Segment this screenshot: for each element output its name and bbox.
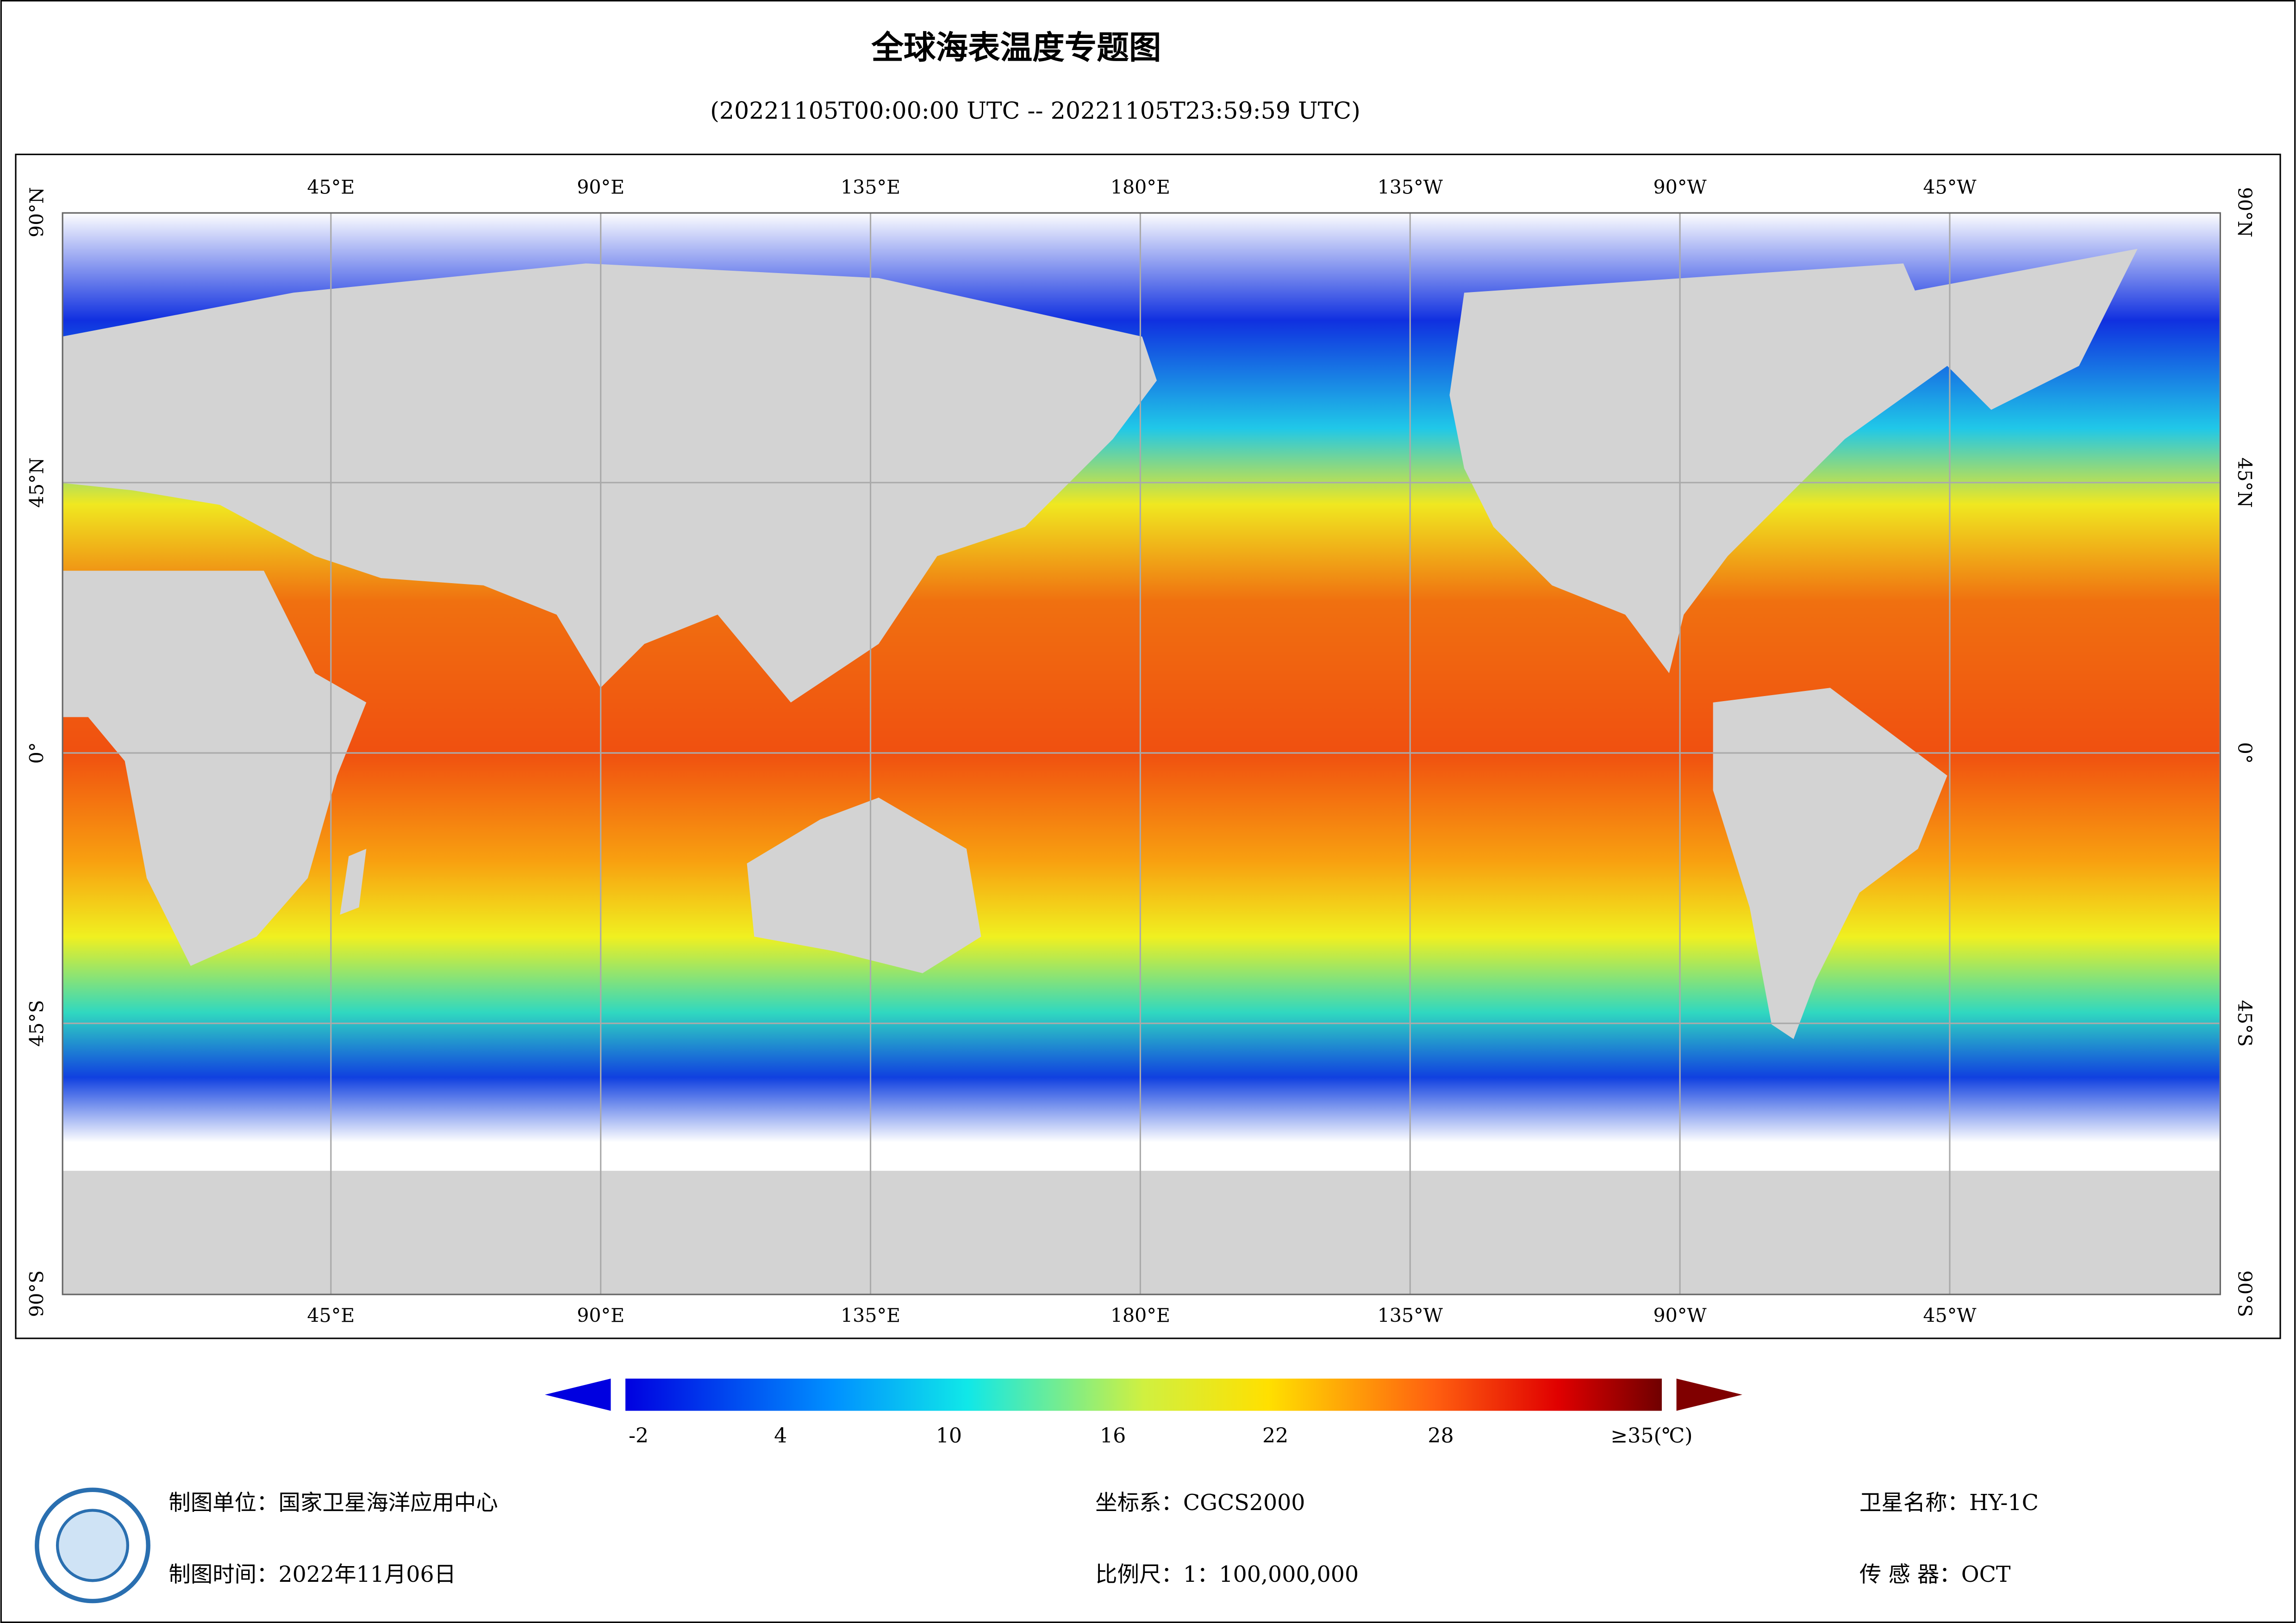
lon-label-top: 135°W xyxy=(1378,176,1443,198)
lat-label-left: 90°N xyxy=(25,187,48,237)
south-america xyxy=(1713,688,1947,1039)
madagascar xyxy=(340,849,367,915)
colorbar-gradient xyxy=(625,1378,1662,1411)
north-america xyxy=(1449,263,1947,673)
lat-label-left: 90°S xyxy=(25,1270,48,1317)
footer-middle: 比例尺：1：100,000,000 xyxy=(1095,1562,1359,1587)
footer-right: 卫星名称：HY-1C xyxy=(1859,1490,2039,1516)
title: 全球海表温度专题图 xyxy=(871,29,1161,67)
lat-label-left: 45°S xyxy=(25,1000,48,1047)
lat-label-right: 90°N xyxy=(2234,187,2256,237)
colorbar: -2 4 10 16 22 28 ≥35(℃) xyxy=(545,1378,1742,1448)
lat-label-right: 45°S xyxy=(2234,1000,2256,1047)
logo-globe xyxy=(56,1509,130,1582)
lat-label-left: 45°N xyxy=(25,457,48,508)
lon-label-top: 135°E xyxy=(841,176,900,198)
lat-label-right: 90°S xyxy=(2234,1270,2256,1317)
colorbar-tick-label: 4 xyxy=(774,1424,787,1448)
lon-label-top: 45°E xyxy=(307,176,355,198)
lon-label-top: 45°W xyxy=(1923,176,1977,198)
colorbar-tick-label: 16 xyxy=(1100,1424,1126,1448)
lon-label-bottom: 180°E xyxy=(1111,1305,1170,1327)
lat-label-right: 0° xyxy=(2234,742,2256,764)
lon-label-bottom: 90°W xyxy=(1653,1305,1707,1327)
footer-left: 制图时间：2022年11月06日 xyxy=(168,1562,456,1587)
subtitle: (20221105T00:00:00 UTC -- 20221105T23:59… xyxy=(710,97,1360,124)
lon-label-bottom: 90°E xyxy=(577,1305,624,1327)
graticule xyxy=(62,212,2220,1294)
lon-label-bottom: 135°W xyxy=(1378,1305,1443,1327)
lon-label-bottom: 45°E xyxy=(307,1305,355,1327)
lon-label-bottom: 45°W xyxy=(1923,1305,1977,1327)
logo xyxy=(35,1487,150,1604)
colorbar-tick-label: 28 xyxy=(1428,1424,1454,1448)
map-border xyxy=(62,212,2221,1295)
greenland xyxy=(1903,249,2138,410)
colorbar-ticks: -2 4 10 16 22 28 ≥35(℃) xyxy=(629,1424,1693,1448)
lon-label-top: 180°E xyxy=(1111,176,1170,198)
footer-left: 制图单位：国家卫星海洋应用中心 xyxy=(168,1490,498,1516)
footer-middle: 坐标系：CGCS2000 xyxy=(1095,1490,1305,1516)
lon-label-top: 90°W xyxy=(1653,176,1707,198)
australia xyxy=(747,797,981,973)
footer-right: 传 感 器：OCT xyxy=(1859,1562,2011,1587)
colorbar-tick-label: 22 xyxy=(1262,1424,1288,1448)
colorbar-tick-label: -2 xyxy=(629,1424,649,1448)
lon-label-top: 90°E xyxy=(577,176,624,198)
lat-label-right: 45°N xyxy=(2234,457,2256,508)
lat-label-left: 0° xyxy=(25,742,48,764)
map-labels: 45°E 45°E 90°E 90°E 135°E 135°E 180°E 180°E 135°… xyxy=(25,176,2255,1326)
map-area xyxy=(62,212,2220,1294)
colorbar-low-arrow xyxy=(545,1378,611,1411)
colorbar-high-arrow xyxy=(1676,1378,1742,1411)
africa xyxy=(62,571,367,966)
map-frame xyxy=(15,154,2281,1339)
colorbar-tick-label: 10 xyxy=(936,1424,962,1448)
colorbar-tick-label: ≥35(℃) xyxy=(1610,1424,1692,1448)
lon-label-bottom: 135°E xyxy=(841,1305,900,1327)
